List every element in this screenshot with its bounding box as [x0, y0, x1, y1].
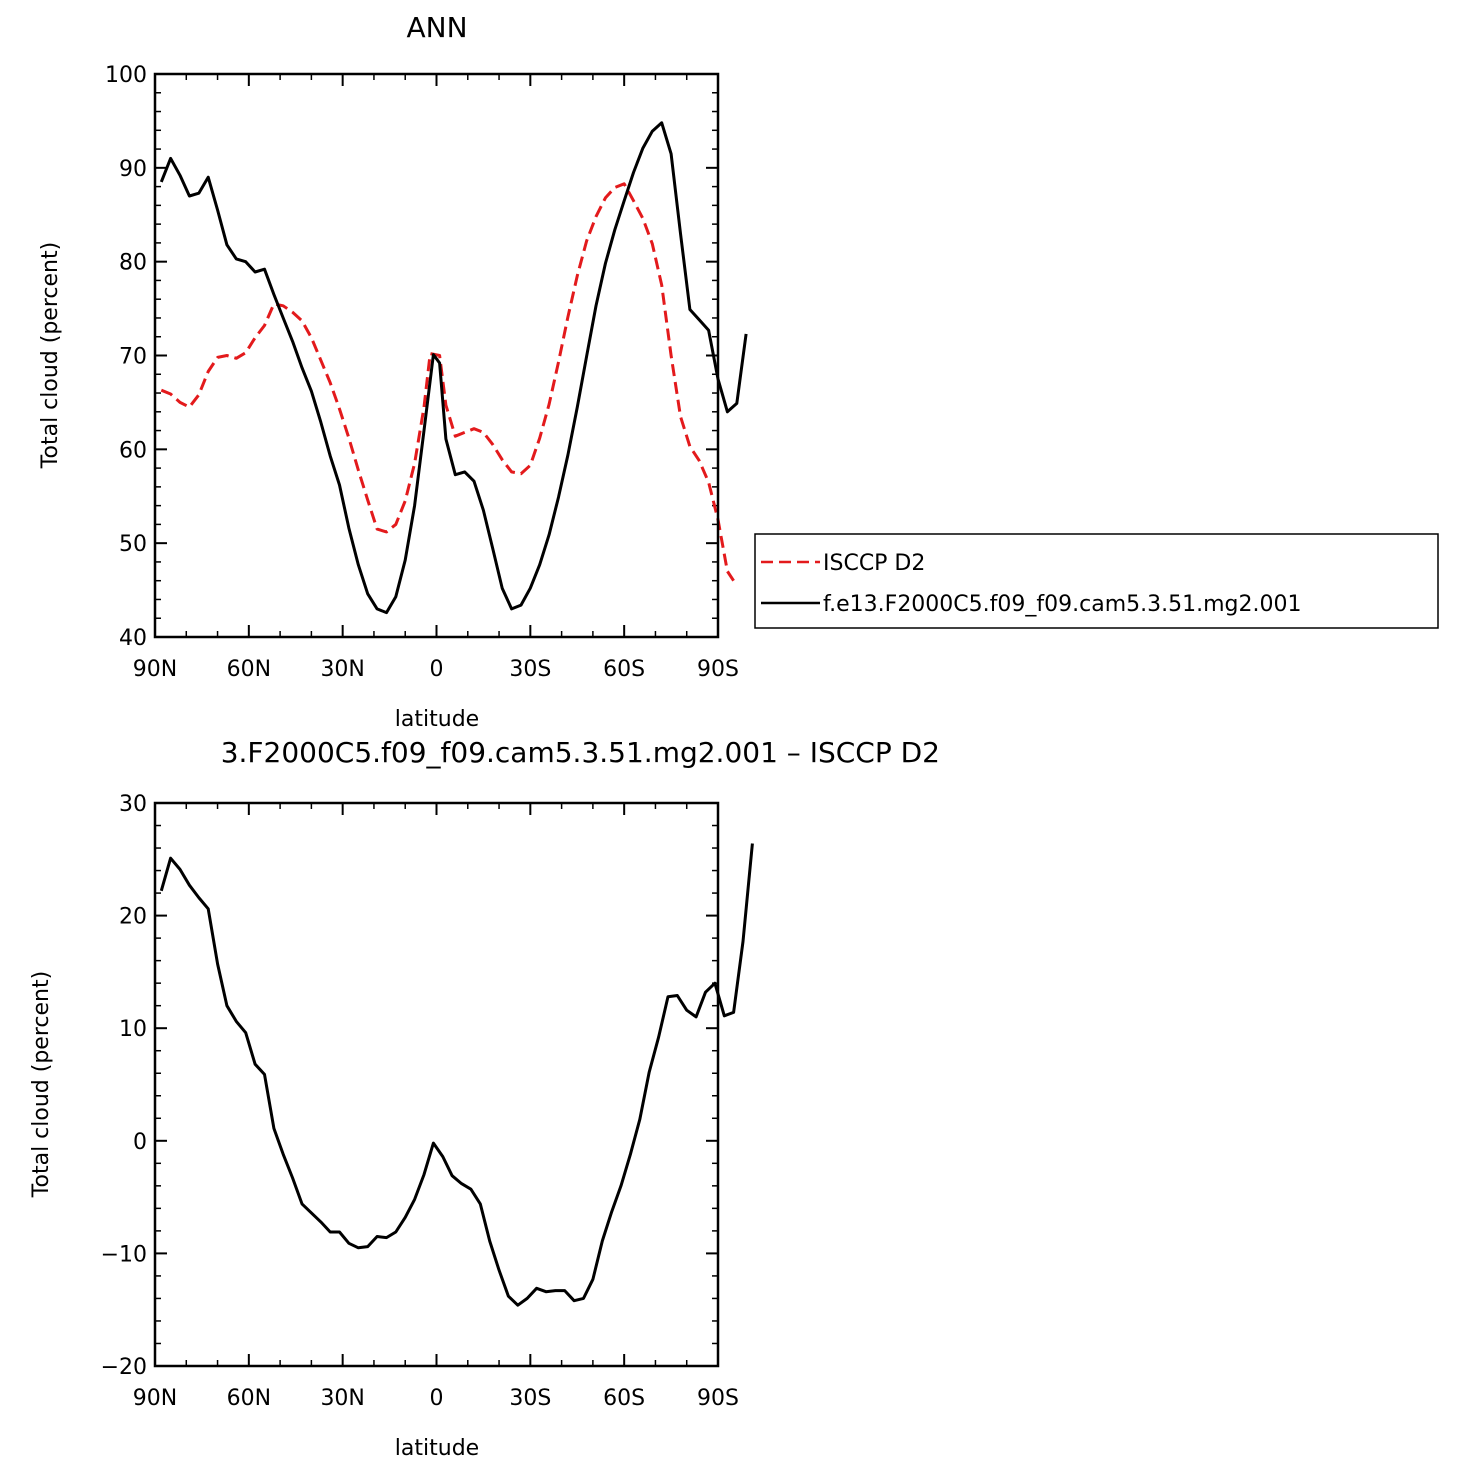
bottom-chart-ytick-label: −20	[101, 1355, 147, 1380]
top-chart-series	[159, 121, 748, 615]
bottom-chart-ytick-label: 20	[119, 905, 147, 930]
top-chart-ylabel: Total cloud (percent)	[38, 242, 63, 469]
top-chart-xlabel: latitude	[395, 707, 479, 732]
bottom-chart-xtick-label: 60S	[603, 1386, 645, 1411]
top-chart-ytick-label: 100	[105, 63, 147, 88]
legend-label-model: f.e13.F2000C5.f09_f09.cam5.3.51.mg2.001	[823, 592, 1301, 617]
bottom-chart-ylabel: Total cloud (percent)	[29, 971, 54, 1198]
bottom-chart-ytick-label: −10	[101, 1242, 147, 1267]
top-chart-ytick-label: 50	[119, 532, 147, 557]
bottom-chart-xtick-label: 90S	[697, 1386, 739, 1411]
bottom-chart-series	[159, 843, 754, 1307]
top-chart-series-line-0	[160, 182, 735, 582]
top-chart: ANN 40 50 60 70 80 90 100 90N 60N 30N 0 30S 60S 90S T…	[38, 11, 748, 732]
top-chart-ytick-label: 40	[119, 626, 147, 651]
top-chart-ytick-label: 70	[119, 345, 147, 370]
bottom-chart-xlabel: latitude	[395, 1436, 479, 1461]
bottom-chart-ytick-label: 30	[119, 792, 147, 817]
top-chart-xtick-label: 30S	[509, 657, 551, 682]
bottom-chart-frame	[153, 801, 720, 1368]
top-chart-xtick-label: 0	[430, 657, 444, 682]
legend-label-isccp: ISCCP D2	[823, 551, 925, 576]
top-chart-title: ANN	[406, 11, 467, 44]
top-chart-ytick-label: 80	[119, 251, 147, 276]
top-chart-ytick-label: 60	[119, 438, 147, 463]
top-chart-xtick-label: 90N	[133, 657, 177, 682]
top-chart-ytick-label: 90	[119, 157, 147, 182]
bottom-chart-xtick-label: 60N	[227, 1386, 271, 1411]
bottom-chart-xtick-label: 30S	[509, 1386, 551, 1411]
bottom-chart-ytick-label: 10	[119, 1017, 147, 1042]
bottom-chart: 3.F2000C5.f09_f09.cam5.3.51.mg2.001 – IS…	[29, 736, 940, 1461]
bottom-chart-xtick-label: 90N	[133, 1386, 177, 1411]
legend: ISCCP D2 f.e13.F2000C5.f09_f09.cam5.3.51…	[754, 533, 1439, 629]
top-chart-ticks: 40 50 60 70 80 90 100 90N 60N 30N 0 30S 60S 90S	[105, 63, 739, 682]
bottom-chart-xtick-label: 30N	[320, 1386, 364, 1411]
top-chart-xtick-label: 90S	[697, 657, 739, 682]
top-chart-series-line-1	[159, 121, 748, 615]
top-chart-xtick-label: 60N	[227, 657, 271, 682]
top-chart-frame	[153, 72, 720, 639]
bottom-chart-series-line-0	[159, 843, 754, 1307]
bottom-chart-ytick-label: 0	[133, 1130, 147, 1155]
bottom-chart-xtick-label: 0	[430, 1386, 444, 1411]
top-chart-xtick-label: 30N	[320, 657, 364, 682]
legend-box	[754, 533, 1439, 629]
bottom-chart-title: 3.F2000C5.f09_f09.cam5.3.51.mg2.001 – IS…	[221, 736, 940, 769]
top-chart-xtick-label: 60S	[603, 657, 645, 682]
